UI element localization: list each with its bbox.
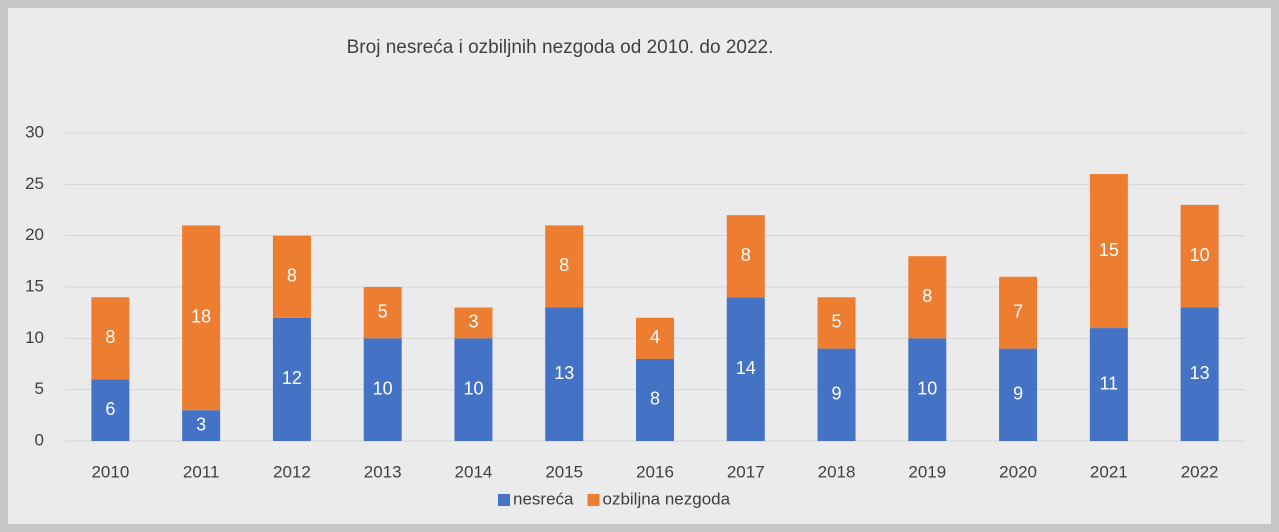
- x-tick-label: 2016: [636, 462, 674, 481]
- bar-segment: [726, 297, 765, 441]
- data-label: 8: [105, 327, 115, 347]
- x-tick-label: 2018: [818, 462, 856, 481]
- x-tick-label: 2012: [273, 462, 311, 481]
- bar-segment: [817, 348, 856, 441]
- data-label: 8: [741, 245, 751, 265]
- data-label: 9: [832, 384, 842, 404]
- data-label: 11: [1100, 373, 1119, 393]
- bar-segment: [1180, 307, 1219, 441]
- data-label: 6: [105, 399, 115, 419]
- bar-segment: [999, 276, 1038, 349]
- legend-swatch: [587, 494, 600, 506]
- chart: Broj nesreća i ozbiljnih nezgoda od 2010…: [8, 8, 1271, 524]
- data-label: 12: [282, 368, 302, 388]
- data-label: 13: [554, 363, 574, 383]
- data-label: 10: [1190, 245, 1210, 265]
- bar-segment: [454, 338, 493, 441]
- data-label: 8: [922, 286, 932, 306]
- bar-segment: [1180, 204, 1219, 308]
- data-label: 7: [1013, 301, 1023, 321]
- bar-segment: [272, 317, 311, 441]
- bar-segment: [545, 307, 584, 441]
- x-tick-label: 2017: [727, 462, 765, 481]
- bar-segment: [272, 235, 311, 318]
- x-tick-label: 2011: [183, 462, 220, 481]
- data-label: 5: [378, 301, 388, 321]
- y-tick-label: 0: [35, 430, 44, 449]
- y-tick-label: 20: [25, 225, 44, 244]
- chart-title: Broj nesreća i ozbiljnih nezgoda od 2010…: [347, 37, 774, 58]
- data-label: 8: [559, 255, 569, 275]
- bar-segment: [1089, 174, 1128, 329]
- x-tick-label: 2014: [455, 462, 493, 481]
- data-label: 10: [917, 378, 937, 398]
- bar-segment: [182, 225, 221, 411]
- x-tick-label: 2020: [999, 462, 1037, 481]
- x-tick-label: 2019: [908, 462, 946, 481]
- bar-segment: [908, 256, 947, 339]
- data-label: 8: [287, 265, 297, 285]
- bar-segment: [182, 410, 221, 441]
- bar-segment: [454, 307, 493, 339]
- data-label: 14: [736, 358, 756, 378]
- bar-segment: [363, 287, 402, 339]
- bar-segment: [91, 297, 130, 380]
- bar-segment: [636, 358, 674, 441]
- data-label: 9: [1013, 384, 1023, 404]
- data-label: 3: [196, 414, 206, 434]
- data-label: 4: [650, 327, 660, 347]
- legend-label: ozbiljna nezgoda: [602, 489, 730, 508]
- data-label: 18: [191, 307, 211, 327]
- y-tick-label: 15: [25, 276, 44, 295]
- x-tick-label: 2015: [545, 462, 583, 481]
- bar-segment: [1089, 328, 1128, 441]
- data-label: 3: [468, 312, 478, 332]
- data-label: 13: [1190, 363, 1210, 383]
- x-tick-label: 2013: [364, 462, 402, 481]
- y-tick-label: 10: [25, 328, 44, 347]
- x-tick-label: 2010: [91, 462, 129, 481]
- bar-segment: [363, 338, 402, 441]
- y-tick-label: 5: [35, 379, 44, 398]
- data-label: 15: [1099, 240, 1119, 260]
- bar-segment: [636, 317, 674, 359]
- y-tick-label: 25: [25, 174, 44, 193]
- data-label: 8: [650, 389, 660, 409]
- y-tick-label: 30: [25, 122, 44, 141]
- x-tick-label: 2022: [1181, 462, 1219, 481]
- bar-segment: [999, 348, 1038, 441]
- data-label: 5: [832, 312, 842, 332]
- data-label: 10: [463, 378, 483, 398]
- bar-segment: [817, 297, 856, 349]
- bar-segment: [726, 215, 765, 298]
- bar-segment: [545, 225, 584, 308]
- data-label: 10: [373, 378, 393, 398]
- legend-swatch: [498, 494, 510, 506]
- bar-segment: [91, 379, 130, 441]
- legend-label: nesreća: [513, 489, 574, 508]
- bar-segment: [908, 338, 947, 441]
- x-tick-label: 2021: [1090, 462, 1128, 481]
